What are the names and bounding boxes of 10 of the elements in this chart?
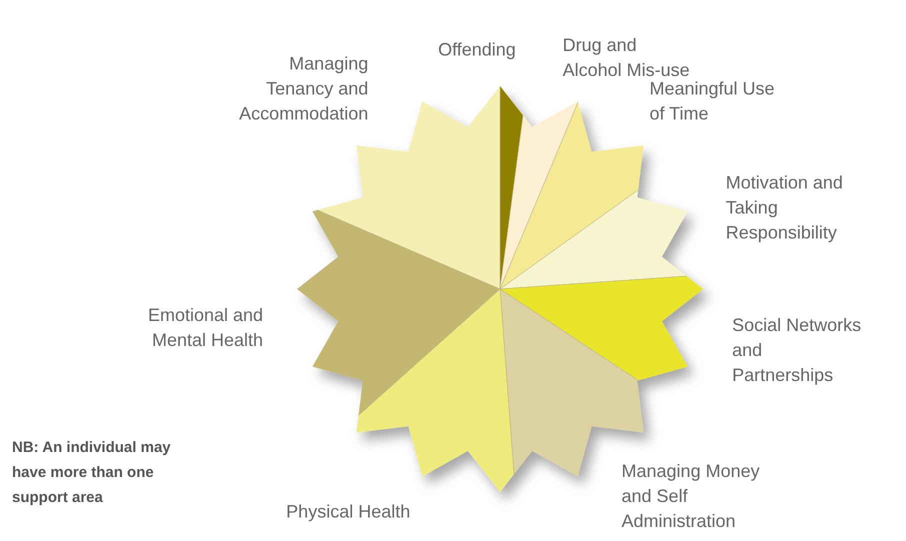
slice-label: Offending [438, 40, 516, 60]
slice-label: Motivation and Taking Responsibility [726, 172, 843, 243]
slice-label: Emotional and Mental Health [148, 304, 264, 350]
slice-label: Drug and Alcohol Mis-use [562, 34, 690, 80]
text: NB: An individual may have more than one support area [12, 439, 172, 506]
slice-label: Managing Money and Self Administration [622, 460, 760, 531]
slice-label: Managing Tenancy and Accommodation [239, 53, 368, 124]
slice-label: Social Networks and Partnerships [732, 315, 862, 386]
slice-label: Physical Health [286, 502, 410, 522]
slice-label: Meaningful Use of Time [649, 78, 775, 124]
